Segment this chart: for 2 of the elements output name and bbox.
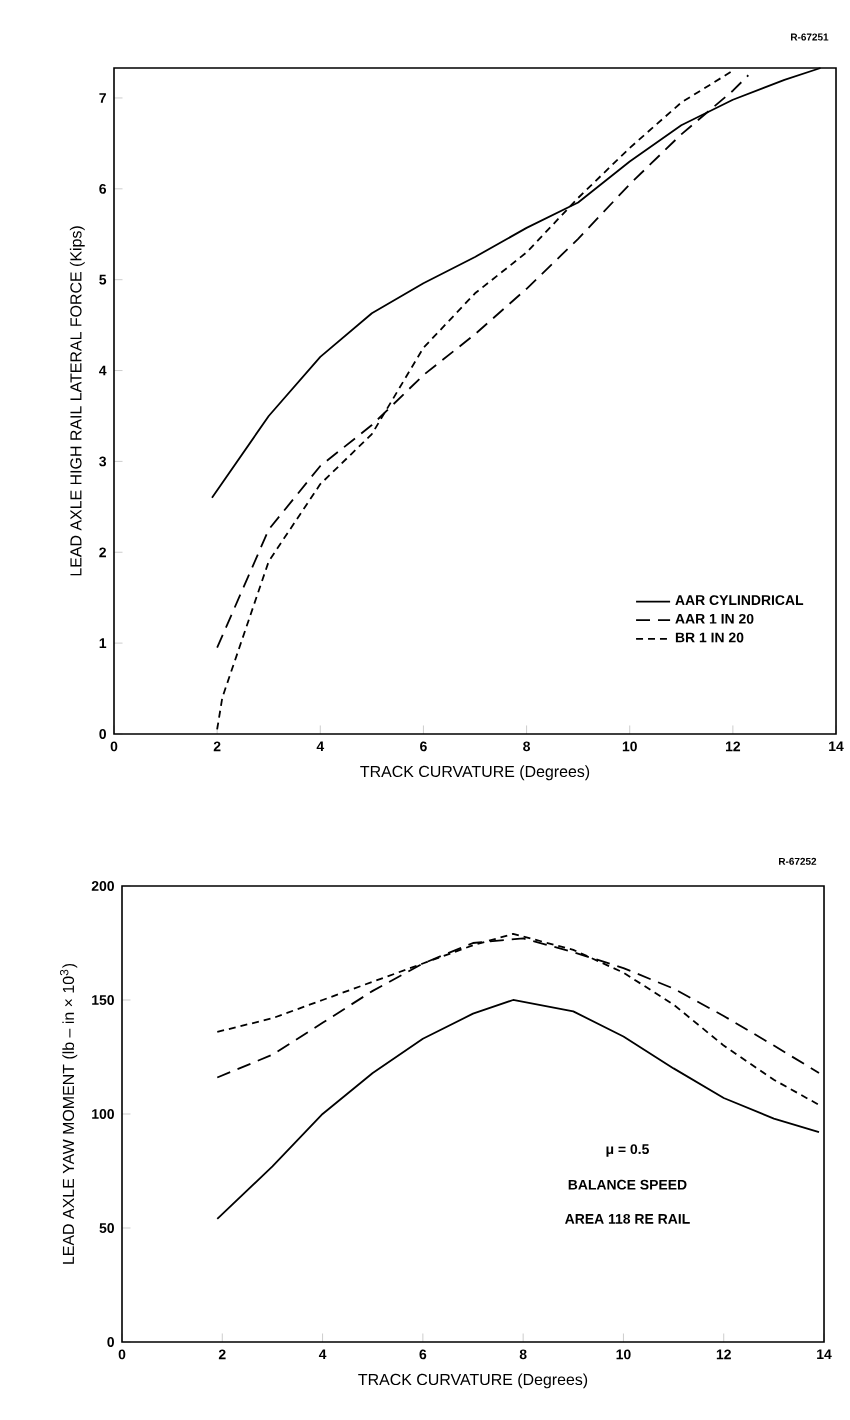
line-series xyxy=(216,999,820,1220)
line-series xyxy=(216,932,820,1106)
